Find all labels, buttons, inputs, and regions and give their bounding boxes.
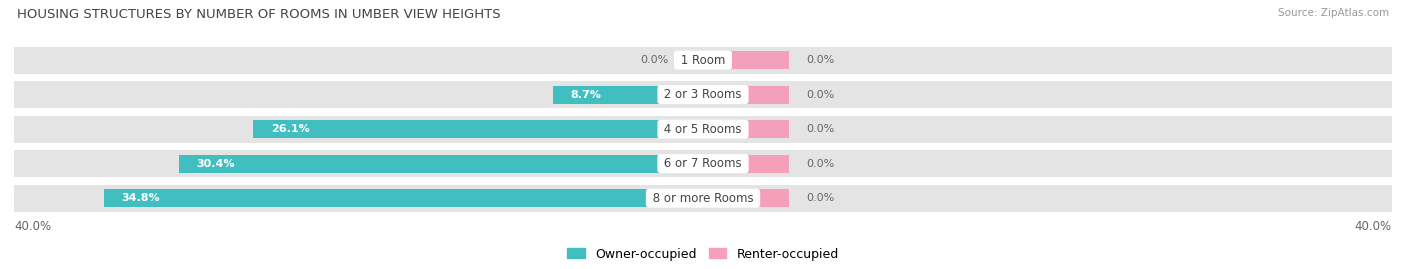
Bar — [703, 120, 789, 138]
Bar — [14, 185, 1392, 212]
Bar — [678, 51, 703, 69]
Text: 2 or 3 Rooms: 2 or 3 Rooms — [661, 88, 745, 101]
Text: Source: ZipAtlas.com: Source: ZipAtlas.com — [1278, 8, 1389, 18]
Bar — [553, 86, 703, 104]
Text: 0.0%: 0.0% — [807, 124, 835, 134]
Bar — [703, 189, 789, 207]
Bar — [703, 51, 789, 69]
Text: 40.0%: 40.0% — [14, 220, 51, 232]
Bar — [703, 86, 789, 104]
Text: 34.8%: 34.8% — [121, 193, 159, 203]
Bar — [703, 155, 789, 173]
Text: 26.1%: 26.1% — [271, 124, 309, 134]
Bar — [104, 189, 703, 207]
Legend: Owner-occupied, Renter-occupied: Owner-occupied, Renter-occupied — [562, 243, 844, 266]
Text: 0.0%: 0.0% — [640, 55, 669, 65]
Text: HOUSING STRUCTURES BY NUMBER OF ROOMS IN UMBER VIEW HEIGHTS: HOUSING STRUCTURES BY NUMBER OF ROOMS IN… — [17, 8, 501, 21]
Bar — [253, 120, 703, 138]
Bar — [14, 47, 1392, 73]
Text: 1 Room: 1 Room — [676, 54, 730, 67]
Bar — [180, 155, 703, 173]
Text: 0.0%: 0.0% — [807, 90, 835, 100]
Text: 8.7%: 8.7% — [571, 90, 602, 100]
Text: 6 or 7 Rooms: 6 or 7 Rooms — [661, 157, 745, 170]
Text: 40.0%: 40.0% — [1355, 220, 1392, 232]
Text: 30.4%: 30.4% — [197, 159, 235, 169]
Bar — [14, 81, 1392, 108]
Text: 0.0%: 0.0% — [807, 193, 835, 203]
Text: 8 or more Rooms: 8 or more Rooms — [648, 192, 758, 205]
Text: 0.0%: 0.0% — [807, 159, 835, 169]
Bar — [14, 116, 1392, 143]
Bar — [14, 150, 1392, 177]
Text: 0.0%: 0.0% — [807, 55, 835, 65]
Text: 4 or 5 Rooms: 4 or 5 Rooms — [661, 123, 745, 136]
